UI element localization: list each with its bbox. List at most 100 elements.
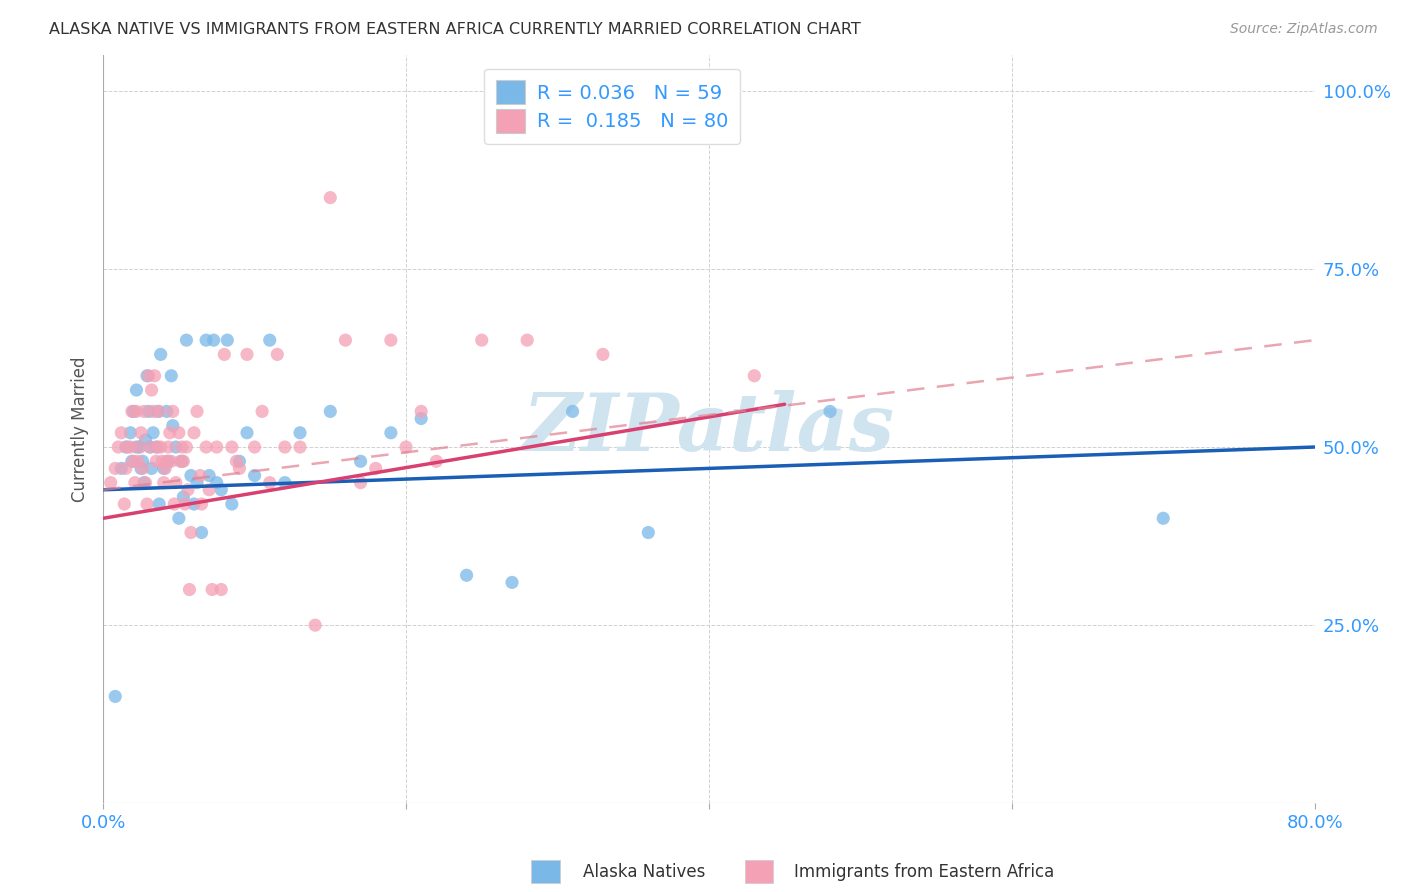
Point — [124, 475, 146, 490]
Point — [195, 440, 218, 454]
Point — [188, 468, 211, 483]
Point — [236, 347, 259, 361]
Point — [176, 440, 198, 454]
Text: Alaska Natives: Alaska Natives — [583, 863, 706, 881]
Point — [145, 454, 167, 468]
Point — [121, 454, 143, 468]
Point — [179, 582, 201, 597]
Point — [228, 454, 250, 468]
Point — [100, 475, 122, 490]
Point — [122, 454, 145, 468]
Point — [157, 454, 180, 468]
Point — [259, 475, 281, 490]
Point — [349, 454, 371, 468]
Point — [176, 333, 198, 347]
Point — [592, 347, 614, 361]
Point — [146, 404, 169, 418]
Y-axis label: Currently Married: Currently Married — [72, 357, 89, 502]
Point — [157, 440, 180, 454]
Point — [128, 440, 150, 454]
Point — [131, 454, 153, 468]
Point — [141, 383, 163, 397]
Point — [148, 497, 170, 511]
Point — [319, 191, 342, 205]
Point — [177, 483, 200, 497]
Point — [163, 497, 186, 511]
Point — [149, 347, 172, 361]
Point — [349, 475, 371, 490]
Point — [132, 475, 155, 490]
Point — [162, 404, 184, 418]
Point — [198, 483, 221, 497]
Point — [117, 440, 139, 454]
Point — [104, 461, 127, 475]
Point — [138, 368, 160, 383]
Point — [243, 440, 266, 454]
Point — [411, 404, 433, 418]
Point — [135, 475, 157, 490]
Point — [190, 525, 212, 540]
Point — [120, 425, 142, 440]
Point — [160, 454, 183, 468]
Point — [274, 440, 297, 454]
Point — [217, 333, 239, 347]
Point — [516, 333, 538, 347]
Point — [127, 454, 149, 468]
Point — [209, 483, 232, 497]
Point — [152, 475, 174, 490]
Point — [125, 404, 148, 418]
Point — [110, 425, 132, 440]
Point — [129, 461, 152, 475]
Point — [139, 440, 162, 454]
Text: Source: ZipAtlas.com: Source: ZipAtlas.com — [1230, 22, 1378, 37]
Point — [104, 690, 127, 704]
Point — [221, 440, 243, 454]
Point — [335, 333, 357, 347]
Point — [112, 497, 135, 511]
Point — [143, 368, 166, 383]
Point — [165, 475, 187, 490]
Point — [744, 368, 766, 383]
Point — [170, 440, 193, 454]
Point — [160, 368, 183, 383]
Point — [128, 440, 150, 454]
Point — [364, 461, 387, 475]
Point — [183, 425, 205, 440]
Point — [818, 404, 841, 418]
Point — [115, 461, 138, 475]
Point — [148, 404, 170, 418]
Point — [637, 525, 659, 540]
Point — [107, 440, 129, 454]
Point — [149, 440, 172, 454]
Point — [186, 404, 208, 418]
Point — [170, 454, 193, 468]
Point — [180, 468, 202, 483]
Point — [135, 433, 157, 447]
Point — [259, 333, 281, 347]
Point — [411, 411, 433, 425]
Point — [122, 404, 145, 418]
Point — [156, 454, 179, 468]
Point — [132, 404, 155, 418]
Point — [225, 454, 247, 468]
Point — [186, 475, 208, 490]
Point — [195, 333, 218, 347]
Point — [155, 461, 177, 475]
Point — [152, 461, 174, 475]
Point — [456, 568, 478, 582]
Point — [172, 454, 194, 468]
Point — [183, 497, 205, 511]
Point — [125, 440, 148, 454]
Point — [180, 525, 202, 540]
Point — [121, 404, 143, 418]
Point — [228, 461, 250, 475]
Point — [561, 404, 583, 418]
Point — [214, 347, 236, 361]
Point — [205, 440, 228, 454]
Point — [142, 404, 165, 418]
Point — [125, 383, 148, 397]
Point — [202, 333, 225, 347]
Point — [145, 440, 167, 454]
Point — [288, 440, 311, 454]
Point — [169, 454, 191, 468]
